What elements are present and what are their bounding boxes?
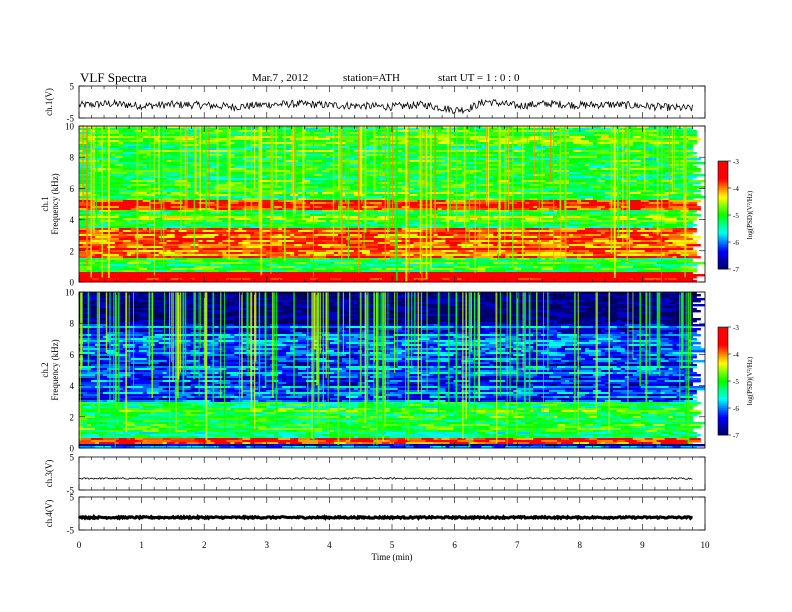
ch2-spectrogram-image <box>79 292 705 449</box>
y-tick-label: 10 <box>65 288 75 298</box>
y-axis-label: Frequency (kHz) <box>50 173 60 234</box>
y-tick-label: 5 <box>70 82 75 92</box>
y-axis-label: ch.3(V) <box>44 460 54 488</box>
colorbar-tick-label: -3 <box>733 158 739 166</box>
colorbar-tick-label: -7 <box>733 266 739 274</box>
ch4-waveform-trace <box>77 513 693 521</box>
y-tick-label: 8 <box>70 153 75 163</box>
y-tick-label: 8 <box>70 319 75 329</box>
start-time-label: start UT = 1 : 0 : 0 <box>438 72 520 84</box>
y-tick-label: 4 <box>70 215 75 225</box>
x-tick-label: 3 <box>265 540 270 550</box>
colorbar-label: log(PSD)(V²/Hz) <box>746 356 754 405</box>
ch1-waveform-trace <box>78 98 693 115</box>
y-tick-label: 10 <box>65 122 75 132</box>
y-axis-label: ch.4(V) <box>44 500 54 528</box>
channel-label: ch.2 <box>40 362 50 377</box>
x-tick-label: 8 <box>578 540 583 550</box>
x-tick-label: 2 <box>202 540 207 550</box>
colorbar-tick-label: -5 <box>733 212 739 220</box>
ch1-spectrogram-image <box>79 126 705 283</box>
colorbar-label: log(PSD)(V²/Hz) <box>746 190 754 239</box>
x-tick-label: 6 <box>452 540 457 550</box>
y-tick-label: 6 <box>70 184 75 194</box>
y-tick-label: 5 <box>70 453 75 463</box>
colorbar-tick-label: -4 <box>733 185 739 193</box>
y-tick-label: 2 <box>70 412 75 422</box>
y-axis-label: Frequency (kHz) <box>50 339 60 400</box>
x-tick-label: 1 <box>139 540 144 550</box>
y-tick-label: 6 <box>70 350 75 360</box>
x-tick-label: 7 <box>515 540 520 550</box>
y-tick-label: -5 <box>67 526 75 536</box>
x-tick-label: 4 <box>327 540 332 550</box>
y-tick-label: 0 <box>70 278 75 288</box>
figure-title: VLF Spectra <box>80 70 147 85</box>
colorbar-tick-label: -4 <box>733 351 739 359</box>
x-tick-label: 9 <box>640 540 645 550</box>
station-label: station=ATH <box>343 72 400 84</box>
x-tick-label: 5 <box>390 540 395 550</box>
ch1-spectrogram-colorbar: -3 -4 -5 -6 -7 log(PSD)(V²/Hz) <box>717 158 754 274</box>
x-tick-label: 10 <box>701 540 711 550</box>
y-tick-label: -5 <box>67 114 75 124</box>
channel-label: ch.1 <box>40 196 50 211</box>
y-tick-label: 4 <box>70 381 75 391</box>
y-tick-label: -5 <box>67 486 75 496</box>
y-tick-label: 2 <box>70 246 75 256</box>
y-axis-label: ch.1(V) <box>44 88 54 116</box>
colorbar-tick-label: -6 <box>733 239 739 247</box>
ch3-waveform-trace <box>78 477 693 480</box>
date-label: Mar.7 , 2012 <box>252 72 309 84</box>
x-tick-label: 0 <box>77 540 82 550</box>
colorbar-tick-label: -5 <box>733 378 739 386</box>
ch2-spectrogram-colorbar: -3 -4 -5 -6 -7 log(PSD)(V²/Hz) <box>717 324 754 440</box>
colorbar-tick-label: -3 <box>733 324 739 332</box>
y-tick-label: 0 <box>70 444 75 454</box>
y-tick-label: 5 <box>70 493 75 503</box>
x-axis-label: Time (min) <box>372 552 413 562</box>
colorbar-tick-label: -6 <box>733 405 739 413</box>
colorbar-tick-label: -7 <box>733 432 739 440</box>
